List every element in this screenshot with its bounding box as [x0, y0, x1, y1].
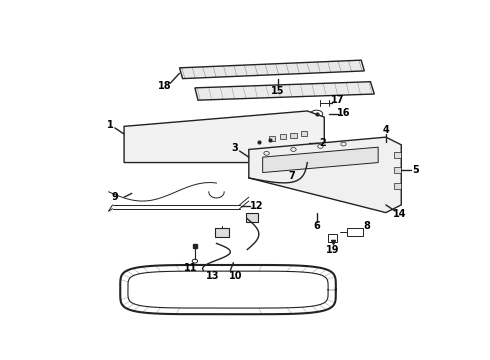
Text: 6: 6: [313, 221, 320, 231]
Text: 19: 19: [326, 244, 340, 255]
FancyBboxPatch shape: [215, 228, 229, 237]
Text: 14: 14: [393, 209, 407, 219]
Text: 11: 11: [184, 263, 198, 273]
Text: 4: 4: [383, 125, 389, 135]
Polygon shape: [179, 60, 365, 78]
Text: 8: 8: [363, 221, 370, 231]
Text: 15: 15: [271, 86, 285, 96]
Text: 16: 16: [337, 108, 350, 118]
Text: 17: 17: [331, 95, 345, 105]
Text: 18: 18: [158, 81, 172, 91]
FancyBboxPatch shape: [245, 213, 258, 222]
Text: 5: 5: [412, 165, 418, 175]
FancyBboxPatch shape: [393, 183, 401, 189]
Polygon shape: [124, 111, 324, 163]
Text: 10: 10: [229, 271, 243, 281]
Text: 12: 12: [250, 202, 263, 211]
Text: 9: 9: [111, 192, 118, 202]
Text: 7: 7: [289, 171, 295, 181]
Text: 13: 13: [206, 271, 220, 281]
Polygon shape: [249, 137, 401, 213]
FancyBboxPatch shape: [393, 167, 401, 173]
Text: 3: 3: [232, 143, 238, 153]
FancyBboxPatch shape: [269, 136, 275, 141]
Text: 1: 1: [107, 120, 114, 130]
FancyBboxPatch shape: [301, 131, 307, 136]
Text: 2: 2: [319, 138, 326, 148]
FancyBboxPatch shape: [280, 134, 286, 139]
Polygon shape: [195, 82, 374, 100]
FancyBboxPatch shape: [393, 152, 401, 158]
Polygon shape: [263, 147, 378, 172]
FancyBboxPatch shape: [291, 132, 296, 138]
